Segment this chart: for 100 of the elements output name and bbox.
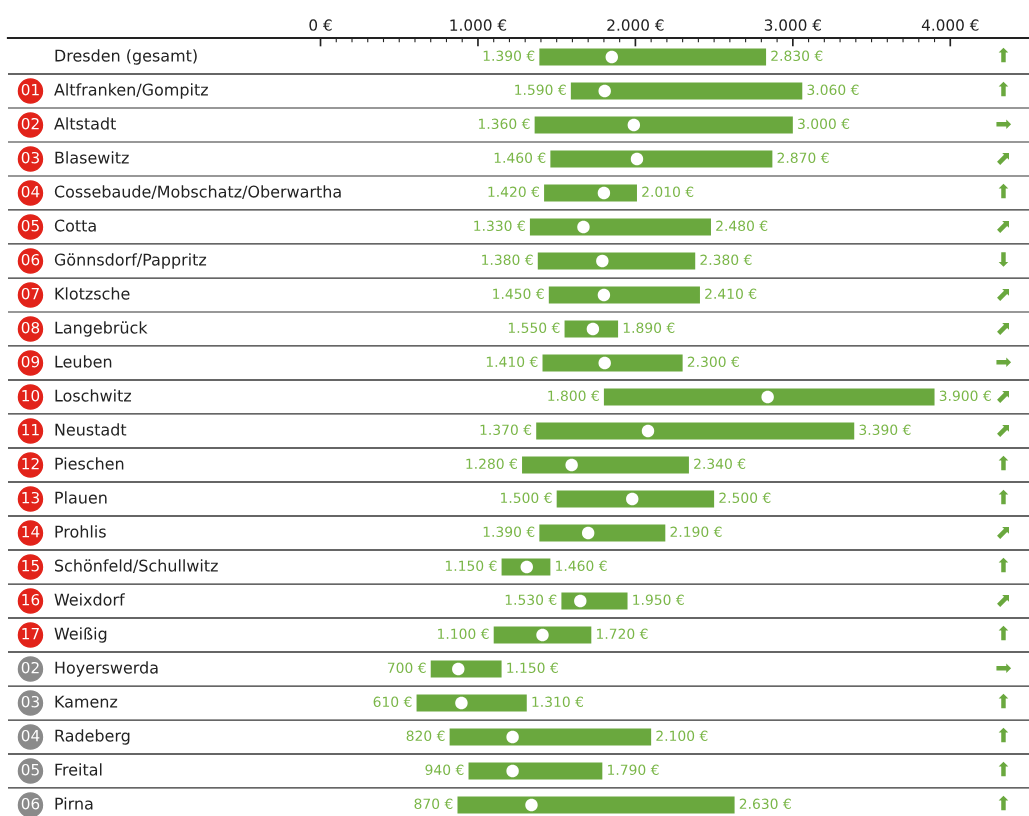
- annotation: 17: [22, 628, 39, 640]
- x-tick-label: 3.000 €: [764, 19, 821, 31]
- text: 2.830 €: [771, 50, 823, 62]
- y2-tick-label: ➡: [996, 357, 1012, 368]
- y-tick-label: Leuben: [55, 355, 112, 368]
- y-tick-label: Gönnsdorf/Pappritz: [54, 253, 207, 269]
- annotation: 15: [22, 560, 39, 572]
- text: 1.150 €: [445, 560, 497, 572]
- y2-tick-label: ⬈: [997, 424, 1009, 437]
- y2-tick-label: ⬆: [998, 47, 1009, 63]
- text: 1.890 €: [623, 322, 675, 334]
- text: 940 €: [425, 764, 464, 776]
- text: 2.010 €: [642, 186, 694, 198]
- bar: [449, 728, 652, 746]
- bar: [457, 796, 735, 814]
- point: [597, 186, 611, 200]
- bar: [550, 150, 773, 168]
- y2-tick-label: ⬆: [998, 183, 1009, 199]
- point: [641, 424, 655, 438]
- text: 1.370 €: [480, 424, 532, 436]
- text: 2.300 €: [687, 356, 739, 368]
- bar: [542, 354, 683, 372]
- text: 1.280 €: [466, 458, 517, 470]
- x-tick-label: 1.000 €: [450, 19, 507, 31]
- point: [626, 492, 639, 506]
- y2-tick-label: ⬈: [997, 390, 1009, 403]
- text: 820 €: [406, 730, 445, 742]
- y2-tick-label: ⬆: [998, 727, 1009, 743]
- text: 2.870 €: [777, 152, 829, 164]
- text: 2.380 €: [700, 254, 752, 266]
- text: 1.380 €: [482, 254, 533, 266]
- point: [452, 662, 465, 676]
- annotation: 14: [22, 526, 40, 538]
- y-tick-label: Freital: [55, 763, 102, 776]
- y-tick-label: Kamenz: [55, 695, 118, 708]
- y2-tick-label: ⬆: [998, 489, 1009, 505]
- text: 1.150 €: [507, 662, 558, 674]
- y2-tick-label: ⬆: [998, 455, 1009, 471]
- y2-tick-label: ⬈: [997, 322, 1009, 335]
- y-tick-label: Radeberg: [55, 729, 130, 745]
- annotation: 10: [22, 389, 40, 402]
- text: 1.550 €: [508, 322, 560, 334]
- y2-tick-label: ⬆: [998, 625, 1009, 641]
- text: 3.000 €: [798, 118, 850, 130]
- y2-tick-label: ⬆: [998, 761, 1009, 777]
- y2-tick-label: ⬆: [998, 81, 1009, 97]
- text: 2.480 €: [716, 220, 768, 232]
- y-tick-label: Cossebaude/Mobschatz/Oberwartha: [54, 185, 341, 199]
- text: 1.790 €: [608, 764, 659, 776]
- bar: [556, 490, 715, 508]
- bar: [493, 626, 592, 644]
- text: 700 €: [387, 662, 426, 674]
- y2-tick-label: ⬆: [998, 693, 1009, 709]
- bar: [534, 116, 793, 134]
- bar: [416, 694, 527, 712]
- point: [598, 356, 611, 370]
- point: [455, 696, 468, 710]
- text: 2.500 €: [719, 492, 771, 504]
- point: [597, 288, 611, 302]
- text: 1.360 €: [478, 118, 530, 130]
- point: [581, 526, 595, 540]
- text: 3.390 €: [859, 424, 911, 436]
- point: [605, 50, 618, 64]
- annotation: 05: [21, 763, 39, 776]
- y-tick-label: Hoyerswerda: [55, 661, 158, 677]
- annotation: 01: [21, 83, 39, 96]
- annotation: 04: [21, 729, 40, 742]
- y-tick-label: Neustadt: [55, 423, 127, 436]
- text: 2.630 €: [739, 798, 791, 810]
- y-tick-label: Altfranken/Gompitz: [54, 83, 208, 99]
- x-tick-label: 2.000 €: [607, 19, 664, 31]
- point: [525, 798, 538, 812]
- y-tick-label: Plauen: [55, 491, 107, 504]
- annotation: 12: [22, 457, 39, 470]
- point: [577, 220, 590, 234]
- bar: [570, 82, 803, 100]
- point: [630, 152, 644, 166]
- text: 1.590 €: [515, 84, 566, 96]
- y2-tick-label: ⬆: [998, 795, 1009, 811]
- point: [627, 118, 641, 132]
- point: [574, 594, 587, 608]
- text: 1.410 €: [486, 356, 538, 368]
- text: 1.460 €: [556, 560, 607, 572]
- text: 1.420 €: [488, 186, 539, 198]
- x-tick-label: 4.000 €: [921, 19, 979, 31]
- annotation: 05: [21, 219, 39, 232]
- point: [565, 458, 578, 472]
- y-tick-label: Pirna: [55, 797, 93, 810]
- y-tick-label: Klotzsche: [55, 287, 130, 300]
- text: 610 €: [373, 696, 412, 708]
- annotation: 09: [21, 355, 40, 368]
- y-tick-label: Loschwitz: [55, 389, 132, 402]
- annotation: 03: [21, 695, 39, 708]
- annotation: 06: [21, 797, 40, 810]
- bar: [539, 48, 767, 66]
- text: 1.390 €: [483, 526, 535, 538]
- point: [761, 390, 774, 404]
- bar: [544, 184, 637, 202]
- annotation: 02: [21, 661, 39, 674]
- text: 1.330 €: [474, 220, 525, 232]
